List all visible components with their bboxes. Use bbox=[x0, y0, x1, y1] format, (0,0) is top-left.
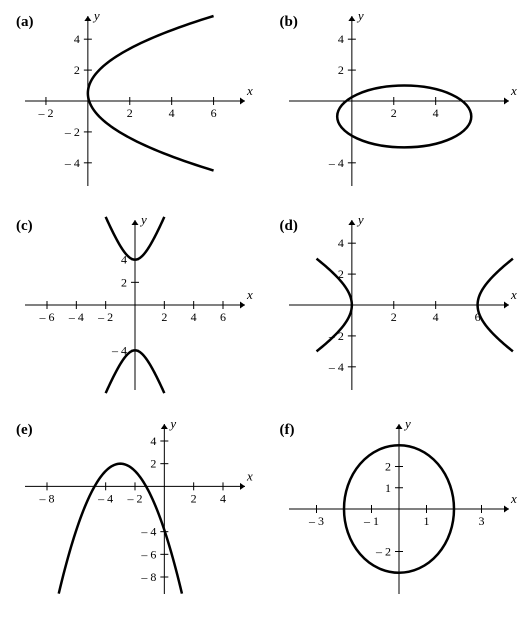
svg-text:– 4: – 4 bbox=[327, 360, 343, 374]
panel-a: (a) x y – 2 2 4 6 – 4 – 2 2 4 bbox=[10, 10, 260, 210]
svg-text:4: 4 bbox=[150, 434, 156, 448]
svg-text:6: 6 bbox=[220, 310, 226, 324]
svg-text:– 4: – 4 bbox=[68, 310, 84, 324]
svg-text:4: 4 bbox=[432, 106, 438, 120]
svg-text:x: x bbox=[246, 287, 253, 302]
svg-text:4: 4 bbox=[432, 310, 438, 324]
svg-text:– 3: – 3 bbox=[308, 514, 324, 528]
svg-text:– 2: – 2 bbox=[97, 310, 113, 324]
svg-text:2: 2 bbox=[390, 310, 396, 324]
panel-e-svg: x y – 8 – 4 – 2 2 4 – 8 – 6 – 4 2 4 bbox=[10, 418, 260, 618]
panel-a-svg: x y – 2 2 4 6 – 4 – 2 2 4 bbox=[10, 10, 260, 210]
panel-c-svg: xy– 6– 4– 2246– 424 bbox=[10, 214, 260, 414]
svg-text:2: 2 bbox=[191, 491, 197, 505]
svg-text:1: 1 bbox=[385, 481, 391, 495]
svg-text:x: x bbox=[246, 83, 253, 98]
svg-text:2: 2 bbox=[390, 106, 396, 120]
panel-b-svg: x y 2 4 – 4 2 4 bbox=[274, 10, 523, 210]
svg-text:– 4: – 4 bbox=[327, 156, 343, 170]
panel-b: (b) x y 2 4 – 4 2 4 bbox=[274, 10, 523, 210]
svg-text:2: 2 bbox=[74, 63, 80, 77]
panel-e: (e) x y – 8 – 4 – 2 2 4 – 8 – 6 – 4 2 4 bbox=[10, 418, 260, 618]
svg-text:– 2: – 2 bbox=[37, 106, 53, 120]
panel-d-svg: xy246– 4– 224 bbox=[274, 214, 523, 414]
svg-text:4: 4 bbox=[337, 236, 343, 250]
svg-text:4: 4 bbox=[169, 106, 175, 120]
panel-e-label: (e) bbox=[16, 422, 33, 439]
svg-text:– 1: – 1 bbox=[363, 514, 379, 528]
svg-text:x: x bbox=[510, 287, 517, 302]
panel-grid: (a) x y – 2 2 4 6 – 4 – 2 2 4 (b) x y 2 4 – 4 2 4 (c) x… bbox=[10, 10, 523, 618]
svg-text:x: x bbox=[510, 491, 517, 506]
svg-text:x: x bbox=[246, 468, 253, 483]
svg-text:2: 2 bbox=[121, 275, 127, 289]
svg-text:4: 4 bbox=[191, 310, 197, 324]
svg-text:y: y bbox=[139, 214, 147, 227]
svg-text:y: y bbox=[168, 418, 176, 431]
panel-d: (d) xy246– 4– 224 bbox=[274, 214, 523, 414]
svg-text:– 4: – 4 bbox=[111, 343, 127, 357]
svg-text:y: y bbox=[355, 10, 363, 23]
panel-d-label: (d) bbox=[280, 218, 298, 235]
svg-text:4: 4 bbox=[74, 32, 80, 46]
svg-text:x: x bbox=[510, 83, 517, 98]
svg-text:2: 2 bbox=[127, 106, 133, 120]
svg-text:y: y bbox=[355, 214, 363, 227]
svg-text:4: 4 bbox=[220, 491, 226, 505]
panel-f-label: (f) bbox=[280, 422, 295, 439]
svg-text:2: 2 bbox=[150, 457, 156, 471]
panel-a-label: (a) bbox=[16, 14, 34, 31]
svg-text:6: 6 bbox=[211, 106, 217, 120]
svg-text:– 6: – 6 bbox=[140, 547, 156, 561]
svg-text:2: 2 bbox=[337, 63, 343, 77]
svg-text:– 2: – 2 bbox=[64, 125, 80, 139]
svg-text:– 6: – 6 bbox=[39, 310, 55, 324]
panel-c-label: (c) bbox=[16, 218, 33, 235]
svg-text:– 4: – 4 bbox=[97, 491, 113, 505]
svg-text:3: 3 bbox=[478, 514, 484, 528]
svg-text:– 4: – 4 bbox=[64, 156, 80, 170]
svg-text:2: 2 bbox=[385, 460, 391, 474]
svg-text:y: y bbox=[403, 418, 411, 431]
svg-text:4: 4 bbox=[337, 32, 343, 46]
svg-text:y: y bbox=[92, 10, 100, 23]
svg-text:– 8: – 8 bbox=[39, 491, 55, 505]
svg-text:2: 2 bbox=[161, 310, 167, 324]
svg-text:– 2: – 2 bbox=[375, 545, 391, 559]
panel-c: (c) xy– 6– 4– 2246– 424 bbox=[10, 214, 260, 414]
panel-f-svg: x y – 3 – 1 1 3 – 2 1 2 bbox=[274, 418, 523, 618]
svg-text:– 8: – 8 bbox=[140, 570, 156, 584]
svg-text:1: 1 bbox=[423, 514, 429, 528]
svg-text:– 2: – 2 bbox=[127, 491, 143, 505]
panel-f: (f) x y – 3 – 1 1 3 – 2 1 2 bbox=[274, 418, 523, 618]
svg-text:– 4: – 4 bbox=[140, 525, 156, 539]
panel-b-label: (b) bbox=[280, 14, 298, 31]
